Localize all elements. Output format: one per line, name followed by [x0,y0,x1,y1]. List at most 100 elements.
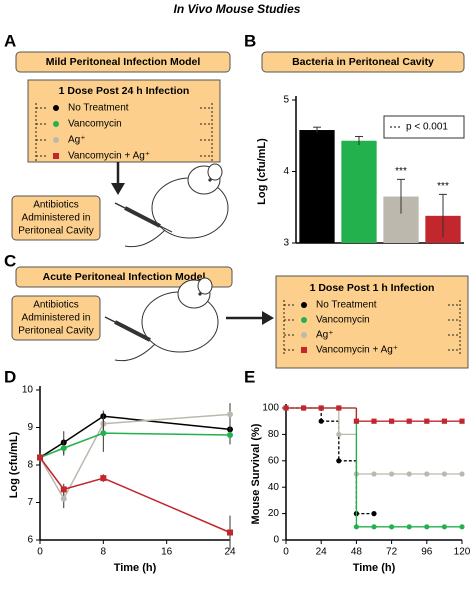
y-tick-label: 0 [273,535,279,546]
marker [301,332,307,338]
marker [53,137,59,143]
x-tick-label: 8 [101,547,107,558]
marker [371,418,377,424]
administration-box [11,295,101,341]
chart-title: Bacteria in Peritoneal Cavity [292,56,434,68]
administration-text: Antibiotics [33,200,79,211]
series-line [39,432,231,459]
marker [353,418,359,424]
legend-label: Vancomycin [316,315,370,326]
administration-box [11,195,101,241]
administration-text: Peritoneal Cavity [18,226,94,237]
legend-label: Vancomycin + Ag⁺ [316,345,398,356]
marker [459,524,465,530]
marker [389,524,395,530]
marker [424,471,430,477]
x-tick-label: 48 [351,547,363,558]
y-tick-label: 40 [268,482,280,493]
marker [389,418,395,424]
x-tick-label: 0 [37,547,43,558]
y-tick-label: 80 [268,429,280,440]
y-tick-label: 20 [268,508,280,519]
marker [60,495,67,502]
series-line [39,457,231,534]
panel-label: E [244,367,255,386]
y-tick-label: 3 [283,238,289,249]
panel-label: B [244,31,256,50]
marker [336,431,342,437]
marker [301,317,307,323]
y-axis-label: Mouse Survival (%) [250,423,262,524]
panel-label: D [4,367,16,386]
marker [406,418,412,424]
legend-label: Ag⁺ [68,135,86,146]
marker [389,471,395,477]
marker [371,471,377,477]
marker [318,418,324,424]
marker [336,405,342,411]
bar [341,140,377,243]
administration-text: Antibiotics [33,300,79,311]
panel-label: C [4,251,16,270]
marker [441,471,447,477]
marker [283,405,289,411]
legend-label: Vancomycin + Ag⁺ [68,151,150,162]
figure-title: In Vivo Mouse Studies [174,2,301,16]
marker [336,458,342,464]
model-title: Mild Peritoneal Infection Model [46,56,201,68]
dose-box [275,275,469,369]
significance: *** [437,181,449,192]
marker [53,121,59,127]
marker [406,524,412,530]
marker [424,524,430,530]
marker [371,510,377,517]
legend-label: Ag⁺ [316,330,334,341]
legend-label: p < 0.001 [406,122,448,133]
y-tick-label: 5 [283,95,289,106]
marker [53,105,59,111]
administration-text: Peritoneal Cavity [18,326,94,337]
y-tick-label: 100 [262,403,279,414]
y-tick-label: 6 [27,535,33,546]
y-tick-label: 9 [27,422,33,433]
marker [227,529,233,536]
legend-label: No Treatment [316,300,377,311]
marker [353,524,359,530]
administration-text: Administered in [22,313,91,324]
y-tick-label: 60 [268,455,280,466]
marker [60,445,67,452]
panel-label: A [4,31,16,50]
administration-text: Administered in [22,213,91,224]
x-tick-label: 16 [161,547,173,558]
x-tick-label: 72 [386,547,398,558]
significance: *** [395,166,407,177]
y-tick-label: 7 [27,497,33,508]
mouse-illustration [114,163,229,248]
marker [301,347,307,353]
marker [459,471,465,477]
y-tick-label: 4 [283,166,289,177]
marker [100,430,107,437]
title-box [261,51,465,73]
arrow-head [262,311,274,325]
x-axis-label: Time (h) [114,562,157,574]
y-tick-label: 10 [22,385,34,396]
x-tick-label: 24 [224,547,236,558]
marker [371,524,377,530]
legend-box [383,115,465,139]
model-title: Acute Peritoneal Infection Model [43,271,206,283]
x-tick-label: 24 [316,547,328,558]
marker [227,411,233,418]
dose-title: 1 Dose Post 1 h Infection [310,282,435,294]
y-tick-label: 8 [27,460,33,471]
x-axis-label: Time (h) [353,562,396,574]
x-tick-label: 120 [454,547,471,558]
arrow-head [111,183,125,195]
series-line [39,415,231,459]
y-axis-label: Log (cfu/mL) [8,431,20,498]
marker [318,405,324,411]
marker [60,486,67,493]
model-box [15,51,231,73]
marker [459,418,465,424]
